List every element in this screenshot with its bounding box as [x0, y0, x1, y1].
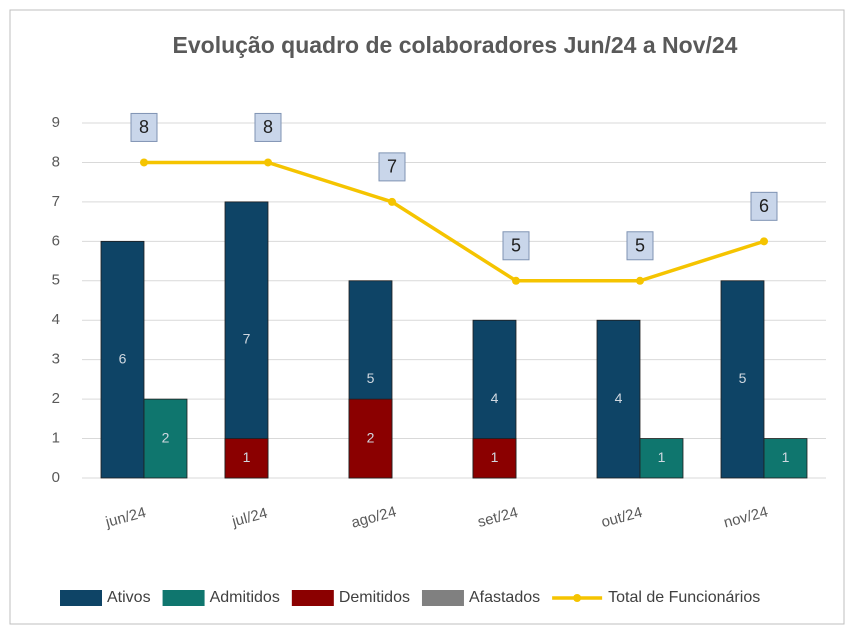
legend-swatch [421, 590, 464, 606]
legend-swatch [162, 590, 205, 606]
line-marker [264, 158, 272, 167]
data-label: 4 [491, 390, 499, 406]
y-tick-label: 7 [52, 193, 60, 210]
bar [639, 438, 684, 479]
data-label-box [502, 231, 530, 261]
line [144, 160, 765, 283]
legend-label: Ativos [107, 589, 151, 606]
data-label: 1 [782, 449, 790, 465]
bar [224, 438, 269, 479]
y-tick-label: 4 [52, 311, 60, 328]
data-label: 8 [263, 117, 273, 137]
line-marker [636, 276, 644, 285]
line-marker [388, 197, 396, 206]
legend-label: Total de Funcionários [608, 589, 760, 606]
bar [143, 398, 188, 479]
chart-title: Evolução quadro de colaboradores Jun/24 … [173, 32, 738, 58]
legend-swatch [573, 594, 582, 602]
data-label: 7 [387, 157, 397, 177]
bar [596, 319, 641, 479]
y-tick-label: 8 [52, 153, 60, 170]
legend-label: Demitidos [339, 589, 410, 606]
legend-label: Admitidos [210, 589, 280, 606]
bar [472, 438, 517, 479]
bar [763, 438, 808, 479]
y-tick-label: 0 [52, 469, 60, 486]
data-label: 8 [139, 117, 149, 137]
bar [348, 398, 393, 479]
chart-border [9, 9, 845, 625]
y-tick-label: 6 [52, 232, 60, 249]
y-tick-label: 2 [52, 390, 60, 407]
legend-swatch [291, 590, 334, 606]
data-label-box [254, 112, 282, 142]
data-label: 4 [615, 390, 623, 406]
data-label-box [130, 112, 158, 142]
legend-label: Afastados [469, 589, 540, 606]
data-label-box [750, 191, 778, 221]
legend-swatch [60, 590, 102, 606]
data-label: 2 [162, 429, 170, 445]
data-label: 5 [367, 370, 375, 386]
y-tick-label: 5 [52, 272, 60, 289]
line-marker [760, 237, 768, 246]
line-marker [512, 276, 520, 285]
line-marker [140, 158, 148, 167]
y-tick-label: 3 [52, 351, 60, 368]
data-label-box [378, 152, 406, 182]
bar [100, 240, 145, 479]
data-label: 6 [759, 196, 769, 216]
data-label: 1 [658, 449, 666, 465]
data-label-box [626, 231, 654, 261]
data-label: 5 [739, 370, 747, 386]
data-label: 5 [635, 236, 645, 256]
data-label: 2 [367, 429, 375, 445]
data-label: 1 [491, 449, 499, 465]
bar [720, 280, 765, 479]
data-label: 6 [119, 350, 127, 366]
data-label: 5 [511, 236, 521, 256]
data-label: 1 [243, 449, 251, 465]
y-tick-label: 1 [52, 430, 60, 447]
data-label: 7 [243, 331, 251, 347]
y-tick-label: 9 [52, 114, 60, 131]
